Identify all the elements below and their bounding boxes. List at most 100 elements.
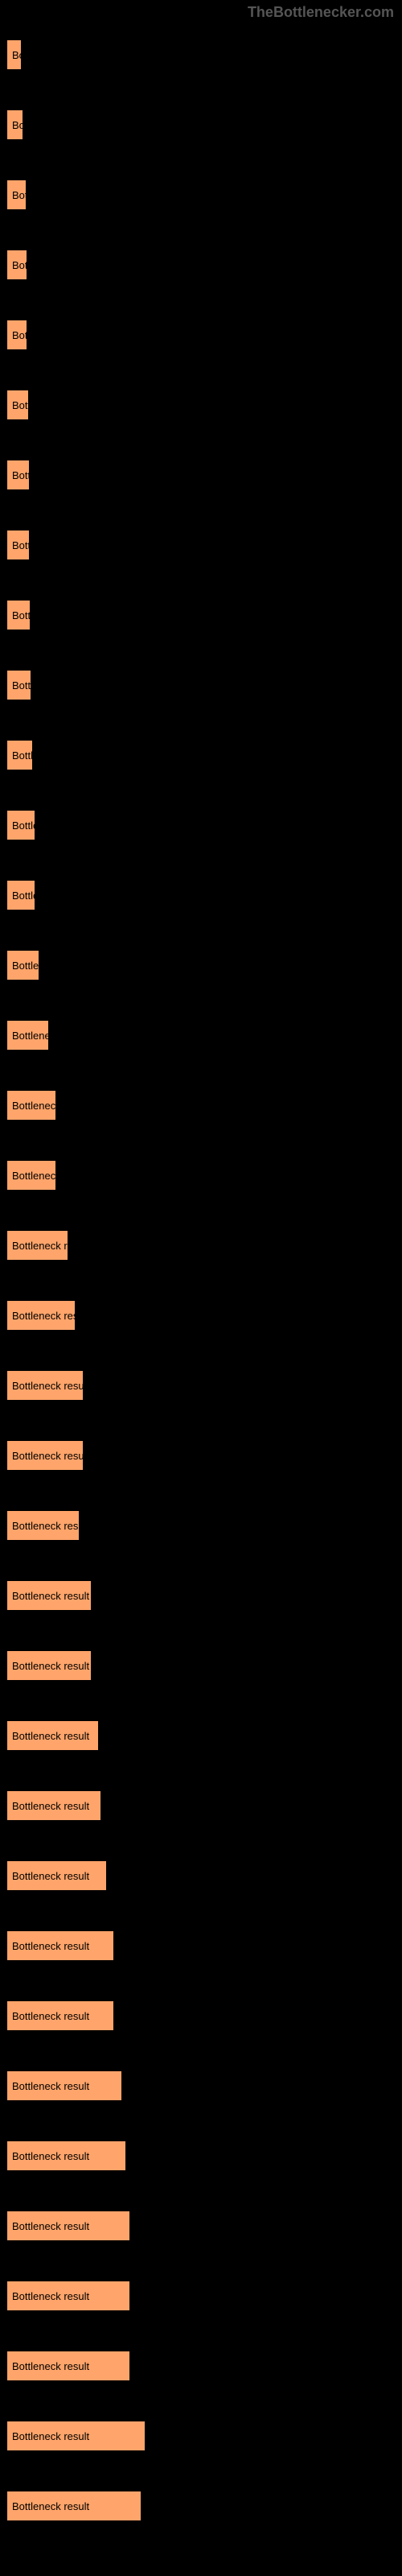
bar-label: Bottleneck result	[12, 49, 21, 61]
bar-row: Bottleneck result	[6, 1915, 402, 1963]
bar-label: Bottleneck result	[12, 749, 32, 762]
bar-label: Bottleneck result	[12, 399, 28, 411]
bar-label: Bottleneck result	[12, 1870, 89, 1882]
bottleneck-bar[interactable]: Bottleneck result	[6, 1790, 101, 1821]
bar-row: Bottleneck result	[6, 584, 402, 633]
bar-row: Bottleneck result	[6, 1285, 402, 1333]
bar-row: Bottleneck result	[6, 724, 402, 773]
bottleneck-bar[interactable]: Bottleneck result	[6, 2211, 130, 2241]
bottleneck-bar[interactable]: Bottleneck result	[6, 2070, 122, 2101]
bar-row: Bottleneck result	[6, 1845, 402, 1893]
bottleneck-bar[interactable]: Bottleneck result	[6, 1090, 56, 1121]
bar-label: Bottleneck result	[12, 609, 30, 621]
bar-row: Bottleneck result	[6, 2125, 402, 2174]
bar-row: Bottleneck result	[6, 1355, 402, 1403]
bar-row: Bottleneck result	[6, 2265, 402, 2314]
bottleneck-bar[interactable]: Bottleneck result	[6, 250, 27, 280]
bar-row: Bottleneck result	[6, 1565, 402, 1613]
bar-row: Bottleneck result	[6, 1635, 402, 1683]
bottleneck-bar[interactable]: Bottleneck result	[6, 180, 27, 210]
bar-row: Bottleneck result	[6, 865, 402, 913]
bottleneck-bar[interactable]: Bottleneck result	[6, 1930, 114, 1961]
bottleneck-bar[interactable]: Bottleneck result	[6, 320, 27, 350]
bar-row: Bottleneck result	[6, 1005, 402, 1053]
bar-label: Bottleneck result	[12, 329, 27, 341]
bar-label: Bottleneck result	[12, 1450, 83, 1462]
bar-label: Bottleneck result	[12, 679, 31, 691]
bar-row: Bottleneck result	[6, 2405, 402, 2454]
bottleneck-bar[interactable]: Bottleneck result	[6, 1160, 56, 1191]
bar-label: Bottleneck result	[12, 1520, 79, 1532]
bar-row: Bottleneck result	[6, 1775, 402, 1823]
bar-row: Bottleneck result	[6, 1705, 402, 1753]
bar-label: Bottleneck result	[12, 819, 35, 832]
bar-label: Bottleneck result	[12, 1310, 75, 1322]
bottleneck-bar[interactable]: Bottleneck result	[6, 460, 30, 490]
bar-row: Bottleneck result	[6, 1075, 402, 1123]
bar-row: Bottleneck result	[6, 2055, 402, 2103]
bar-label: Bottleneck result	[12, 2010, 89, 2022]
bar-row: Bottleneck result	[6, 24, 402, 72]
bottleneck-bar[interactable]: Bottleneck result	[6, 1300, 76, 1331]
bottleneck-bar[interactable]: Bottleneck result	[6, 600, 31, 630]
bar-row: Bottleneck result	[6, 2335, 402, 2384]
bar-label: Bottleneck result	[12, 2220, 89, 2232]
bottleneck-bar[interactable]: Bottleneck result	[6, 1510, 80, 1541]
bar-label: Bottleneck result	[12, 2290, 89, 2302]
bottleneck-bar[interactable]: Bottleneck result	[6, 670, 31, 700]
bar-row: Bottleneck result	[6, 935, 402, 983]
bar-row: Bottleneck result	[6, 304, 402, 353]
bottleneck-bar[interactable]: Bottleneck result	[6, 740, 33, 770]
bar-label: Bottleneck result	[12, 2500, 89, 2512]
bar-label: Bottleneck result	[12, 1380, 83, 1392]
bar-row: Bottleneck result	[6, 1495, 402, 1543]
bar-row: Bottleneck result	[6, 514, 402, 563]
bottleneck-bar[interactable]: Bottleneck result	[6, 39, 22, 70]
bar-row: Bottleneck result	[6, 654, 402, 703]
bar-row: Bottleneck result	[6, 2195, 402, 2244]
bottleneck-bar[interactable]: Bottleneck result	[6, 1860, 107, 1891]
bar-label: Bottleneck result	[12, 1940, 89, 1952]
bar-row: Bottleneck result	[6, 164, 402, 213]
bar-label: Bottleneck result	[12, 1030, 48, 1042]
watermark-text: TheBottlenecker.com	[248, 4, 394, 21]
bar-row: Bottleneck result	[6, 2475, 402, 2524]
bar-label: Bottleneck result	[12, 1590, 89, 1602]
bar-label: Bottleneck result	[12, 2360, 89, 2372]
bar-label: Bottleneck result	[12, 189, 26, 201]
bar-row: Bottleneck result	[6, 374, 402, 423]
bar-label: Bottleneck result	[12, 890, 35, 902]
bottleneck-bar[interactable]: Bottleneck result	[6, 880, 35, 910]
bottleneck-bar[interactable]: Bottleneck result	[6, 1720, 99, 1751]
bottleneck-bar[interactable]: Bottleneck result	[6, 2140, 126, 2171]
bottleneck-bar[interactable]: Bottleneck result	[6, 1370, 84, 1401]
bar-label: Bottleneck result	[12, 2080, 89, 2092]
bar-row: Bottleneck result	[6, 94, 402, 142]
bottleneck-bar[interactable]: Bottleneck result	[6, 2351, 130, 2381]
bottleneck-bar[interactable]: Bottleneck result	[6, 109, 23, 140]
bar-label: Bottleneck result	[12, 1240, 68, 1252]
bottleneck-bar[interactable]: Bottleneck result	[6, 2421, 146, 2451]
bottleneck-bar[interactable]: Bottleneck result	[6, 1230, 68, 1261]
bar-label: Bottleneck result	[12, 1100, 55, 1112]
bottleneck-bar[interactable]: Bottleneck result	[6, 2000, 114, 2031]
bottleneck-bar[interactable]: Bottleneck result	[6, 390, 29, 420]
bottleneck-bar[interactable]: Bottleneck result	[6, 2281, 130, 2311]
bar-label: Bottleneck result	[12, 1170, 55, 1182]
bottleneck-bar[interactable]: Bottleneck result	[6, 2491, 142, 2521]
bar-row: Bottleneck result	[6, 1145, 402, 1193]
bottleneck-bar[interactable]: Bottleneck result	[6, 1650, 92, 1681]
bar-label: Bottleneck result	[12, 469, 29, 481]
bar-row: Bottleneck result	[6, 795, 402, 843]
bottleneck-bar[interactable]: Bottleneck result	[6, 810, 35, 840]
bar-label: Bottleneck result	[12, 1660, 89, 1672]
bottleneck-bar[interactable]: Bottleneck result	[6, 530, 30, 560]
bar-label: Bottleneck result	[12, 539, 29, 551]
bottleneck-chart: Bottleneck result Bottleneck result Bottle…	[0, 24, 402, 2524]
bottleneck-bar[interactable]: Bottleneck result	[6, 1020, 49, 1051]
bar-row: Bottleneck result	[6, 1425, 402, 1473]
bottleneck-bar[interactable]: Bottleneck result	[6, 950, 39, 980]
bottleneck-bar[interactable]: Bottleneck result	[6, 1580, 92, 1611]
bar-label: Bottleneck result	[12, 960, 39, 972]
bottleneck-bar[interactable]: Bottleneck result	[6, 1440, 84, 1471]
